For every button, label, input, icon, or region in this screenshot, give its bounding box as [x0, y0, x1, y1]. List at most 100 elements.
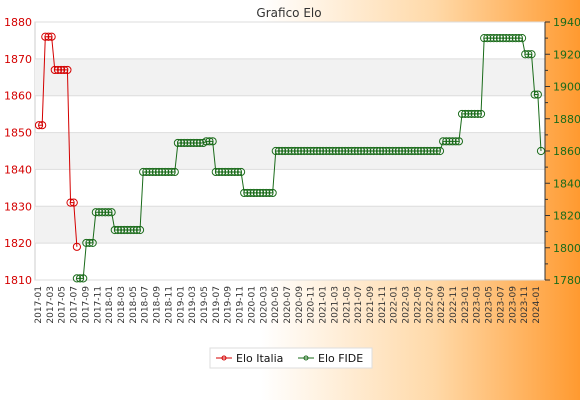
elo-fide-point [183, 138, 192, 148]
elo-italia-point [57, 65, 66, 75]
elo-fide-point [492, 34, 501, 43]
elo-fide-point [139, 167, 148, 177]
elo-fide-point [423, 146, 432, 156]
left-tick-label: 1850 [4, 127, 32, 140]
elo-fide-point [98, 208, 107, 217]
elo-fide-point [142, 167, 151, 177]
elo-fide-point [334, 146, 344, 156]
x-tick-label: 2021-01 [319, 286, 329, 324]
elo-fide-point [360, 146, 369, 156]
elo-fide-line [76, 37, 542, 279]
elo-fide-point [195, 138, 205, 148]
elo-fide-point [148, 167, 157, 177]
elo-fide-point [410, 146, 419, 156]
x-tick-label: 2019-05 [200, 286, 210, 324]
elo-fide-point [221, 167, 230, 177]
elo-fide-point [470, 109, 479, 119]
elo-fide-point [350, 146, 359, 156]
elo-fide-point [161, 167, 170, 177]
elo-italia-point [34, 121, 44, 130]
elo-fide-point [284, 146, 293, 156]
elo-fide-point [319, 146, 328, 156]
elo-fide-point [435, 146, 445, 156]
elo-fide-point [186, 138, 195, 148]
elo-fide-point [230, 167, 239, 177]
right-tick-label: 1820 [553, 210, 580, 223]
elo-fide-point [325, 146, 334, 156]
elo-fide-point [511, 34, 520, 43]
elo-fide-point [300, 146, 309, 156]
elo-fide-point [382, 146, 391, 156]
x-tick-label: 2022-11 [449, 286, 459, 324]
elo-fide-point [274, 146, 284, 156]
elo-fide-point [454, 137, 464, 146]
legend-label-italia: Elo Italia [236, 352, 283, 365]
legend-box [209, 347, 373, 369]
elo-fide-point [508, 34, 517, 43]
elo-fide-point [429, 146, 438, 156]
x-tick-label: 2022-01 [390, 286, 400, 324]
elo-fide-point [132, 225, 141, 235]
elo-fide-point [173, 138, 183, 148]
elo-italia-point [60, 65, 69, 75]
left-tick-label: 1880 [4, 16, 32, 29]
elo-fide-point [249, 188, 258, 198]
elo-fide-point [265, 188, 274, 198]
x-tick-label: 2018-07 [141, 286, 151, 324]
elo-fide-point [94, 208, 104, 217]
elo-fide-point [296, 146, 306, 156]
elo-fide-point [394, 146, 404, 156]
elo-fide-point [473, 109, 482, 119]
elo-fide-point [416, 146, 426, 156]
elo-fide-point [375, 146, 385, 156]
elo-fide-point [442, 137, 451, 146]
elo-italia-point [53, 65, 63, 75]
x-tick-label: 2019-03 [188, 286, 198, 324]
x-tick-label: 2019-01 [176, 286, 186, 324]
elo-fide-point [372, 146, 381, 156]
elo-fide-point [202, 137, 211, 146]
elo-fide-point [214, 167, 224, 177]
elo-fide-point [315, 146, 325, 156]
elo-fide-point [268, 188, 277, 198]
elo-fide-point [145, 167, 154, 177]
elo-fide-point [347, 146, 356, 156]
left-tick-label: 1840 [4, 163, 32, 176]
elo-fide-point [167, 167, 176, 177]
x-tick-label: 2021-05 [342, 286, 352, 324]
elo-fide-point [476, 109, 486, 119]
elo-fide-point [116, 225, 126, 235]
elo-fide-point [312, 146, 321, 156]
elo-fide-point [176, 138, 186, 148]
elo-fide-point [486, 34, 495, 43]
x-tick-label: 2023-11 [520, 286, 530, 324]
elo-fide-point [517, 34, 527, 43]
chart-title: Grafico Elo [256, 6, 321, 20]
x-tick-label: 2017-01 [34, 286, 44, 324]
grid-lines [35, 21, 545, 281]
elo-fide-point [293, 146, 302, 156]
elo-italia-point [50, 65, 59, 75]
x-tick-label: 2021-03 [330, 286, 340, 324]
elo-fide-point [457, 109, 467, 119]
elo-fide-point [337, 146, 347, 156]
x-tick-label: 2021-11 [378, 286, 388, 324]
elo-fide-point [281, 146, 290, 156]
elo-fide-point [483, 34, 492, 43]
elo-fide-point [208, 137, 217, 146]
x-tick-label: 2017-03 [46, 286, 56, 324]
x-tick-label: 2020-01 [247, 286, 257, 324]
x-tick-label: 2020-07 [283, 286, 293, 324]
elo-fide-point [505, 34, 514, 43]
grid-band [35, 206, 545, 244]
elo-fide-point [495, 34, 505, 43]
x-tick-label: 2019-11 [236, 286, 246, 324]
elo-fide-point [126, 225, 135, 235]
left-y-axis: 1880 1870 1860 1850 1840 1830 1820 1810 [4, 16, 32, 287]
elo-fide-point [420, 146, 429, 156]
left-tick-label: 1810 [4, 274, 32, 287]
elo-italia-point [38, 121, 47, 130]
elo-fide-point [527, 50, 536, 59]
